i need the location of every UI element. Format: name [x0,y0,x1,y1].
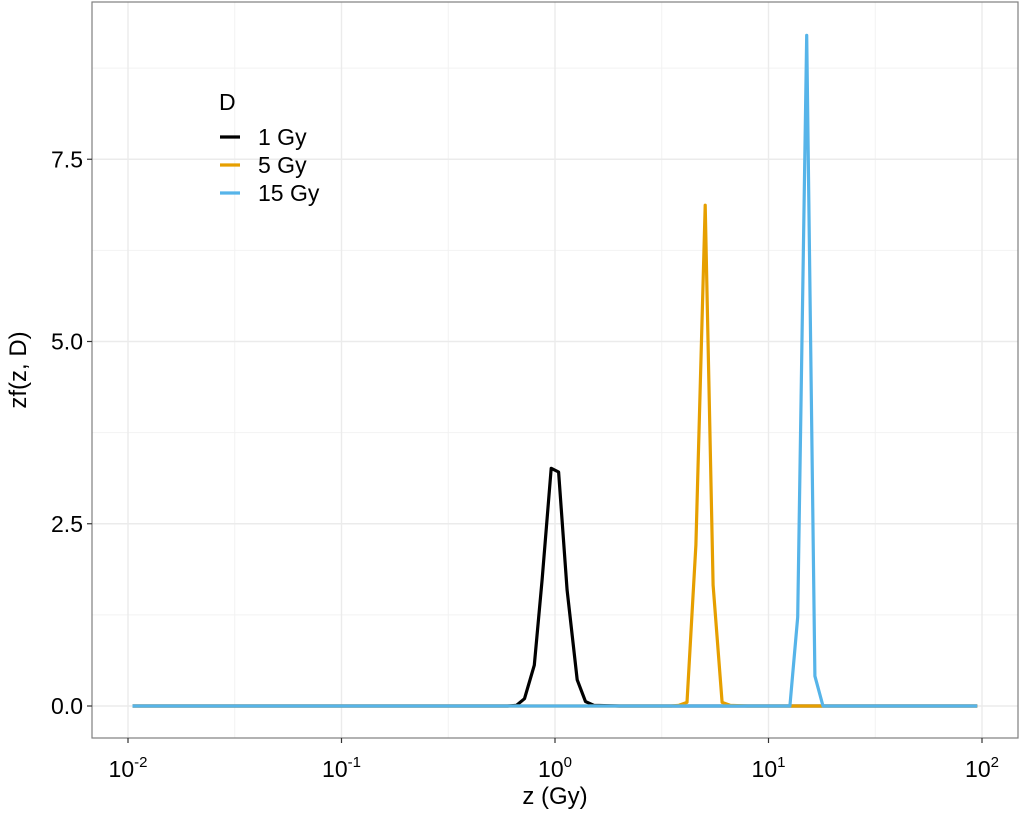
legend-label-1: 1 Gy [258,124,307,150]
x-tick-label: 102 [965,754,999,782]
x-tick-label: 101 [752,754,786,782]
y-tick-label: 7.5 [51,146,83,172]
y-axis-title: zf(z, D) [5,331,32,408]
y-tick-label: 0.0 [51,693,83,719]
series-lines [132,33,978,708]
y-tick-label: 5.0 [51,329,83,355]
series-line-3 [132,33,978,708]
legend-label-2: 5 Gy [258,152,307,178]
x-axis-title: z (Gy) [522,783,587,810]
legend-label-3: 15 Gy [258,180,320,206]
y-axis: 0.0 2.5 5.0 7.5 [51,146,92,719]
x-tick-label: 100 [538,754,572,782]
legend-title: D [219,89,236,115]
x-tick-label: 10-2 [109,754,148,782]
x-tick-label: 10-1 [322,754,361,782]
y-tick-label: 2.5 [51,511,83,537]
x-axis: 10-2 10-1 100 101 102 [109,738,999,782]
